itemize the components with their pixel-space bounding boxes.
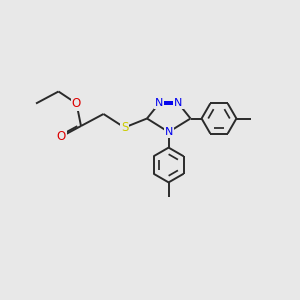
Text: O: O: [57, 130, 66, 143]
Text: N: N: [155, 98, 163, 109]
Text: N: N: [164, 127, 173, 137]
Text: O: O: [72, 97, 81, 110]
Text: N: N: [174, 98, 183, 109]
Text: S: S: [121, 121, 128, 134]
